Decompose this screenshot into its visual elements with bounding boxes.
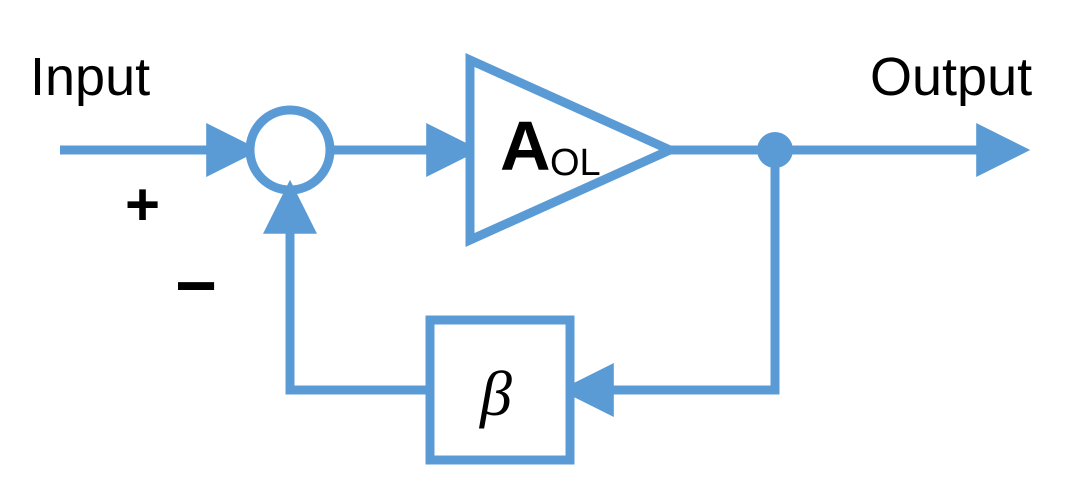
feedback-block-diagram: Input Output + − A OL β (0, 0, 1080, 501)
input-label: Input (30, 47, 150, 107)
feedback-to-beta (576, 150, 775, 390)
feedback-to-sum (290, 196, 430, 390)
output-label: Output (870, 47, 1032, 107)
amp-label-sub: OL (550, 142, 601, 184)
amp-label-A: A (500, 107, 551, 185)
beta-label: β (478, 358, 512, 429)
minus-sign: − (175, 246, 217, 326)
summing-junction (250, 110, 330, 190)
plus-sign: + (125, 171, 160, 238)
